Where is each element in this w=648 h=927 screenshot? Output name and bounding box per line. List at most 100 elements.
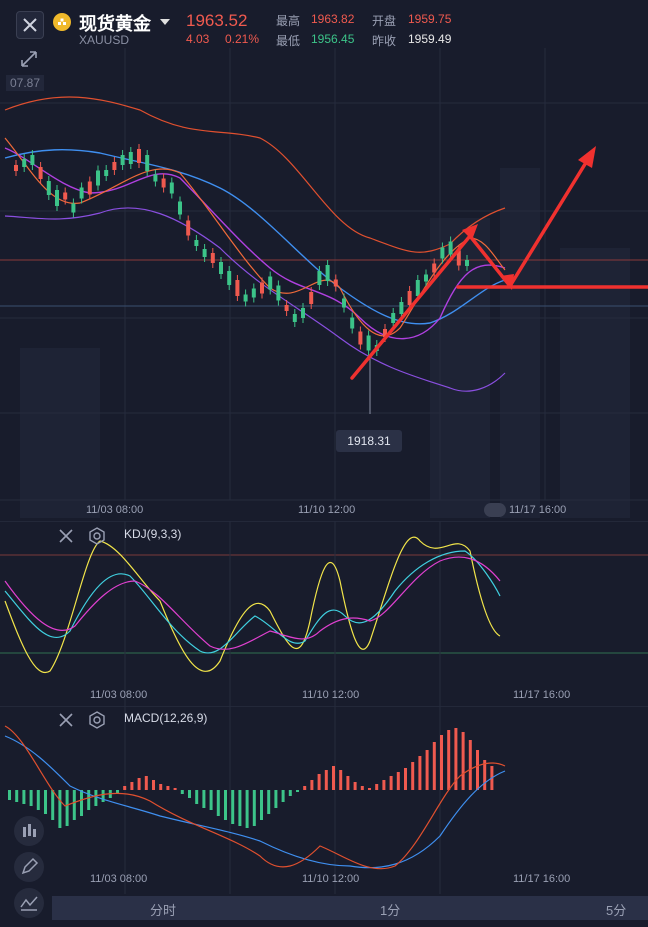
macd-histogram-bar: [245, 790, 249, 828]
candle-body: [161, 178, 166, 188]
instrument-symbol: XAUUSD: [79, 33, 130, 47]
macd-indicator-chart[interactable]: [0, 706, 648, 894]
macd-histogram-bar: [123, 786, 127, 790]
macd-histogram-bar: [360, 786, 364, 790]
macd-histogram-bar: [238, 790, 242, 826]
price-change: 4.03: [186, 32, 210, 46]
candlestick-tool-button[interactable]: [14, 816, 44, 846]
kdj-settings-button[interactable]: [88, 527, 106, 550]
last-price: 1963.52: [186, 11, 248, 30]
crosshair-toggle[interactable]: [484, 503, 506, 517]
macd-histogram-bar: [101, 790, 105, 802]
close-button[interactable]: [16, 11, 44, 39]
candle-body: [178, 201, 182, 215]
macd-histogram-bar: [324, 770, 328, 790]
macd-histogram-bar: [188, 790, 191, 798]
macd-settings-button[interactable]: [88, 711, 106, 734]
pencil-icon: [21, 857, 39, 875]
candle-body: [186, 220, 191, 236]
macd-histogram-bar: [310, 780, 314, 790]
candle-body: [243, 294, 248, 302]
macd-histogram-bar: [353, 782, 357, 790]
macd-histogram-bar: [29, 790, 33, 806]
macd-close-button[interactable]: [58, 712, 74, 733]
period-tab-bar: 分时 1分 5分: [52, 896, 648, 920]
main-time-label-3: 11/17 16:00: [509, 504, 567, 516]
prev-close-value: 1959.49: [408, 32, 452, 46]
macd-histogram-bar: [332, 766, 335, 790]
candle-body: [120, 155, 125, 165]
macd-histogram-bar: [173, 788, 177, 790]
macd-histogram-bar: [317, 774, 321, 790]
header: 现货黄金 XAUUSD 1963.52 4.03 0.21% 最高 1963.8…: [0, 0, 648, 48]
candle-body: [456, 250, 461, 266]
macd-histogram-bar: [130, 782, 134, 790]
macd-histogram-bar: [274, 790, 278, 808]
candle-body: [194, 240, 199, 246]
candle-body: [104, 170, 109, 176]
tab-timeshare[interactable]: 分时: [150, 903, 177, 918]
settings-icon: [89, 711, 105, 729]
kdj-close-button[interactable]: [58, 528, 74, 549]
candle-body: [260, 282, 264, 294]
high-label: 最高: [276, 14, 301, 28]
candle-body: [448, 241, 453, 255]
candle-body: [169, 182, 174, 194]
candle-body: [276, 285, 281, 301]
main-candlestick-chart[interactable]: [0, 48, 648, 520]
candle-body: [219, 262, 223, 274]
macd-histogram-bar: [209, 790, 213, 810]
candle-body: [358, 331, 363, 345]
candle-body: [284, 305, 289, 311]
kdj-time-label-1: 11/03 08:00: [90, 689, 148, 701]
candle-body: [22, 159, 27, 167]
macd-histogram-bar: [461, 732, 465, 790]
price-change-percent: 0.21%: [225, 32, 260, 46]
settings-icon: [89, 527, 105, 545]
macd-histogram-bar: [94, 790, 98, 806]
kdj-indicator-chart[interactable]: [0, 521, 648, 706]
candle-body: [96, 170, 100, 186]
candle-body: [137, 149, 141, 163]
macd-histogram-bar: [224, 790, 227, 820]
kdj-time-label-3: 11/17 16:00: [513, 689, 571, 701]
draw-tool-button[interactable]: [14, 852, 44, 882]
close-icon: [59, 713, 73, 727]
low-label: 最低: [276, 34, 301, 48]
tab-5min[interactable]: 5分: [606, 903, 627, 918]
macd-histogram-bar: [281, 790, 285, 802]
close-icon: [59, 529, 73, 543]
candle-body: [317, 271, 322, 285]
chevron-down-icon[interactable]: [160, 19, 170, 25]
macd-histogram-bar: [339, 770, 343, 790]
low-value: 1956.45: [311, 32, 355, 46]
kdj-time-label-2: 11/10 12:00: [302, 689, 360, 701]
kdj-label: KDJ(9,3,3): [124, 527, 182, 541]
macd-histogram-bar: [166, 786, 170, 790]
macd-histogram-bar: [152, 780, 155, 790]
collapse-button[interactable]: [18, 48, 40, 75]
main-time-label-1: 11/03 08:00: [86, 504, 144, 516]
candle-body: [210, 253, 215, 263]
candle-body: [301, 308, 305, 318]
macd-histogram-bar: [58, 790, 62, 828]
candle-body: [251, 288, 256, 298]
macd-histogram-bar: [483, 760, 487, 790]
tab-1min[interactable]: 1分: [380, 903, 401, 918]
macd-histogram-bar: [375, 784, 379, 790]
macd-histogram-bar: [346, 776, 350, 790]
macd-histogram-bar: [216, 790, 220, 816]
instrument-title[interactable]: 现货黄金: [79, 14, 151, 34]
macd-histogram-bar: [44, 790, 47, 814]
indicator-tool-button[interactable]: [14, 888, 44, 918]
low-price-callout: 1918.31: [336, 430, 402, 452]
price-axis-top-value: 07.87: [6, 75, 45, 91]
collapse-icon: [21, 51, 37, 67]
candle-body: [14, 165, 18, 171]
candle-body: [309, 292, 314, 304]
macd-histogram-bar: [159, 784, 163, 790]
macd-histogram-bar: [80, 790, 83, 816]
high-value: 1963.82: [311, 12, 355, 26]
candle-body: [71, 203, 76, 213]
macd-histogram-bar: [260, 790, 263, 820]
